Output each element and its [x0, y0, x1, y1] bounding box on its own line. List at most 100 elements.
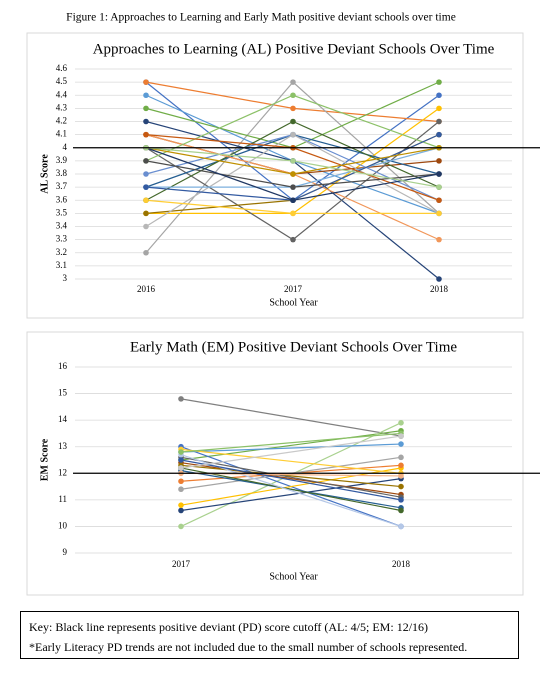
y-tick-label: 14 [58, 414, 68, 424]
y-tick-label: 3.2 [56, 247, 67, 257]
data-point [436, 79, 442, 85]
data-point [143, 92, 149, 99]
key-line: Key: Black line represents positive devi… [29, 620, 429, 634]
y-tick-label: 3.8 [56, 168, 68, 178]
data-point [143, 210, 149, 217]
y-tick-label: 3 [63, 273, 68, 283]
data-point [398, 473, 404, 479]
series-line [180, 478, 402, 512]
y-tick-label: 3.3 [56, 234, 68, 244]
data-point [143, 158, 149, 164]
x-tick-label: 2016 [137, 284, 156, 294]
series-line [180, 443, 402, 453]
data-point [143, 79, 149, 85]
data-point [398, 420, 404, 426]
data-point [436, 118, 442, 125]
data-point [436, 171, 442, 177]
y-tick-label: 9 [63, 547, 68, 557]
x-tick-label: 2017 [172, 559, 191, 569]
data-point [436, 210, 442, 217]
data-point [143, 118, 149, 125]
data-point [143, 249, 149, 256]
series-line [180, 448, 402, 474]
data-point [178, 502, 184, 508]
series-line [180, 459, 402, 501]
y-tick-label: 4.4 [56, 89, 68, 99]
data-point [436, 105, 442, 112]
data-point [143, 171, 149, 177]
data-point [143, 184, 149, 190]
data-point [436, 184, 442, 190]
figure: Figure 1: Approaches to Learning and Ear… [26, 12, 540, 596]
y-tick-label: 16 [58, 361, 68, 371]
data-point [178, 523, 184, 530]
data-point [290, 197, 296, 204]
x-tick-label: 2018 [392, 559, 411, 569]
data-point [178, 478, 184, 485]
y-tick-label: 4.2 [56, 116, 67, 126]
data-point [290, 158, 296, 164]
y-tick-label: 12 [58, 467, 67, 477]
data-point [290, 184, 296, 190]
data-point [398, 523, 404, 530]
series-line [180, 467, 402, 506]
data-point [436, 236, 442, 243]
chart-frame [26, 32, 524, 319]
data-point [436, 92, 442, 99]
y-tick-label: 3.6 [56, 194, 68, 204]
data-point [178, 457, 184, 463]
chart-frame [26, 331, 524, 596]
data-point [436, 131, 442, 138]
data-point [290, 236, 296, 243]
x-tick-label: 2018 [430, 284, 449, 294]
data-point [290, 105, 296, 112]
data-point [398, 462, 404, 469]
data-point [178, 465, 184, 471]
series-line [180, 430, 402, 461]
data-point [398, 497, 404, 503]
x-tick-label: 2017 [284, 284, 303, 294]
y-axis-title: EM Score [39, 438, 50, 481]
y-tick-label: 4.1 [56, 129, 67, 139]
data-point [178, 507, 184, 514]
series-line [180, 432, 402, 453]
data-point [290, 92, 296, 99]
data-point [178, 396, 184, 402]
y-tick-label: 4.3 [56, 102, 68, 112]
y-tick-label: 10 [58, 520, 68, 530]
figure-caption: Figure 1: Approaches to Learning and Ear… [66, 12, 456, 24]
data-point [398, 433, 404, 439]
data-point [143, 223, 149, 230]
chart-title: Early Math (EM) Positive Deviant Schools… [130, 339, 457, 355]
data-point [178, 449, 184, 455]
data-point [436, 197, 442, 204]
y-tick-label: 3.4 [56, 221, 68, 231]
y-tick-label: 3.5 [56, 207, 68, 217]
data-point [290, 79, 296, 85]
series-line [180, 456, 402, 498]
y-tick-label: 3.1 [56, 260, 67, 270]
series-line [180, 464, 402, 488]
data-point [398, 483, 404, 490]
y-tick-label: 11 [58, 494, 67, 504]
data-point [290, 171, 296, 177]
y-tick-label: 3.9 [56, 155, 68, 165]
key-box: Key: Black line represents positive devi… [20, 611, 519, 659]
data-point [398, 441, 404, 447]
y-tick-label: 4 [63, 142, 68, 152]
y-tick-label: 13 [58, 441, 68, 451]
y-axis-title: AL Score [39, 154, 50, 194]
series-line [180, 435, 402, 469]
key-note: *Early Literacy PD trends are not includ… [29, 640, 468, 654]
data-point [398, 507, 404, 514]
data-point [290, 210, 296, 217]
series-line [180, 462, 402, 496]
data-point [290, 118, 296, 125]
data-point [143, 197, 149, 204]
y-tick-label: 15 [58, 388, 68, 398]
y-tick-label: 4.6 [56, 63, 68, 73]
x-axis-title: School Year [269, 297, 318, 308]
data-point [143, 131, 149, 138]
x-axis-title: School Year [269, 571, 318, 582]
